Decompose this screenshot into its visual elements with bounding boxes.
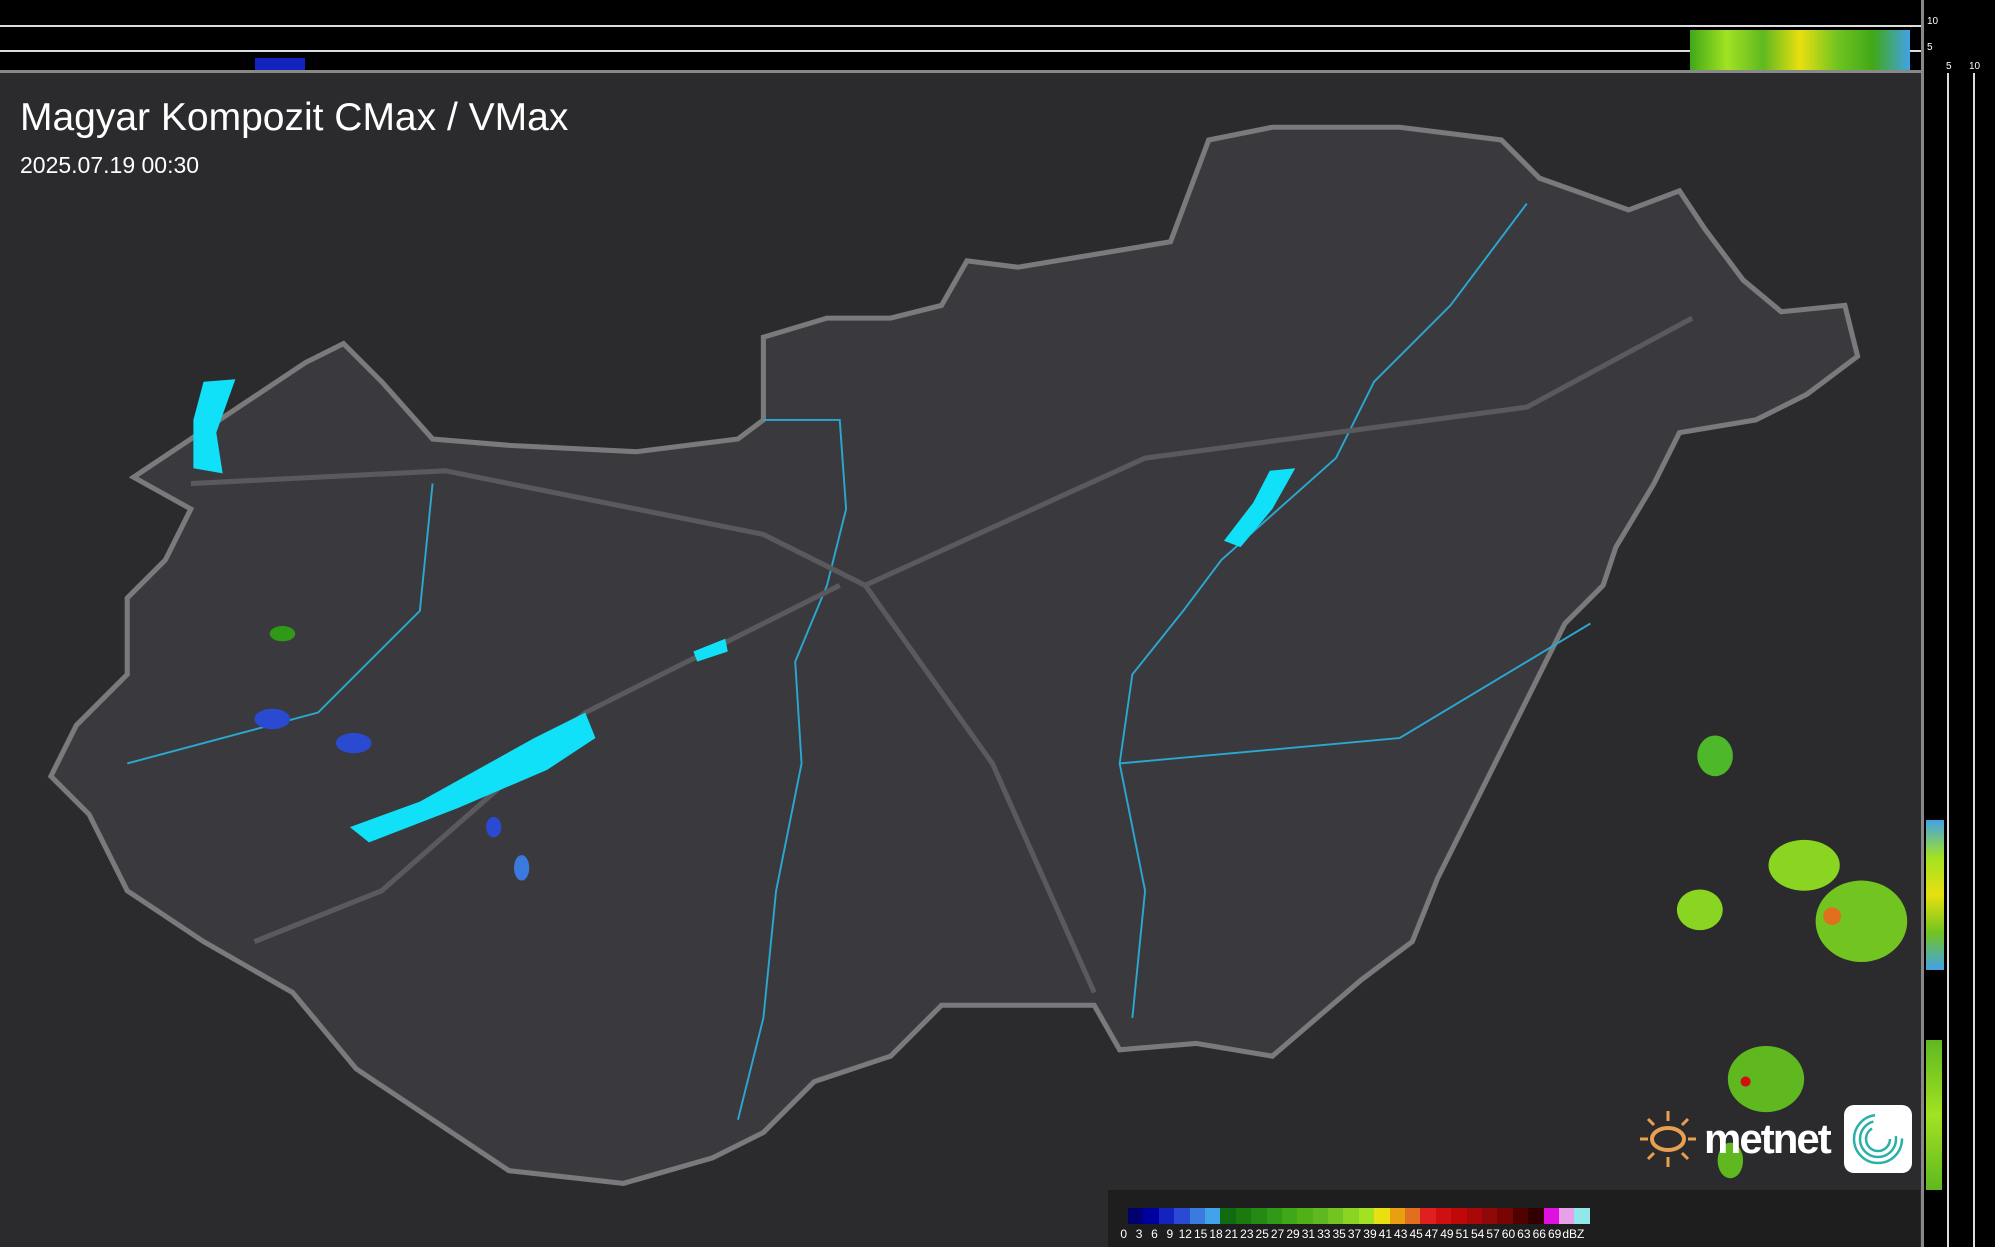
lakes <box>193 379 1296 843</box>
legend-swatch <box>1312 1208 1329 1224</box>
vertical-profile-panel: 10 5 5 10 <box>1921 0 1995 1247</box>
gridline-5km <box>1947 73 1949 1247</box>
lake-neusiedl <box>193 379 236 474</box>
legend-swatch <box>1328 1208 1344 1224</box>
legend-swatch <box>1420 1208 1436 1224</box>
lake-balaton <box>349 712 596 843</box>
lake-velence <box>693 638 728 662</box>
dbz-legend: 0 3 6 9 12 15 18 21 23 25 27 29 31 33 35 37 39 41 43 45 47 49… <box>1108 1190 1920 1247</box>
legend-swatch <box>1512 1208 1529 1224</box>
tick-label: 5 <box>1946 61 1952 72</box>
legend-label: 54 <box>1471 1227 1485 1241</box>
legend-swatch <box>1528 1208 1544 1224</box>
legend-label: 12 <box>1178 1227 1192 1241</box>
legend-swatch <box>1143 1208 1159 1224</box>
legend-label: 63 <box>1517 1227 1531 1241</box>
profile-echo <box>1690 30 1910 70</box>
horizontal-profile-panel <box>0 0 1921 73</box>
legend-label: 15 <box>1193 1227 1208 1241</box>
legend-label: 41 <box>1378 1227 1393 1241</box>
map-title: Magyar Kompozit CMax / VMax <box>20 96 569 139</box>
legend-label: 57 <box>1486 1227 1500 1241</box>
legend-swatch <box>1266 1208 1282 1224</box>
legend-label: 33 <box>1317 1227 1331 1241</box>
legend-swatch <box>1174 1208 1190 1224</box>
legend-label: 0 <box>1120 1227 1128 1241</box>
legend-label: 6 <box>1151 1227 1158 1241</box>
legend-label: 18 <box>1209 1227 1223 1241</box>
tick-label: 10 <box>1969 61 1981 72</box>
legend-label: 37 <box>1347 1227 1362 1241</box>
legend-swatch <box>1281 1208 1298 1224</box>
gridline-10km <box>1973 73 1975 1247</box>
legend-swatch <box>1358 1208 1375 1224</box>
legend-color-bar <box>1128 1208 1590 1224</box>
legend-label: 49 <box>1440 1227 1454 1241</box>
legend-swatch <box>1435 1208 1452 1224</box>
tick-label: 5 <box>1927 42 1933 53</box>
legend-swatch <box>1220 1208 1236 1224</box>
legend-label: 25 <box>1255 1227 1269 1241</box>
radar-echoes <box>254 626 1908 1179</box>
gridline-5km <box>0 50 1921 52</box>
legend-label: 3 <box>1135 1227 1143 1241</box>
rivers <box>126 203 1591 1120</box>
legend-label: 31 <box>1301 1227 1316 1241</box>
legend-labels: 0 3 6 9 12 15 18 21 23 25 27 29 31 33 35 37 39 41 43 45 47 49… <box>1116 1227 1585 1241</box>
legend-swatch <box>1481 1208 1498 1224</box>
metnet-logo: metnet <box>1638 1105 1912 1173</box>
metnet-wordmark: metnet <box>1704 1115 1832 1162</box>
legend-label: 9 <box>1166 1227 1174 1241</box>
profile-echo <box>1926 820 1944 970</box>
legend-label: 27 <box>1270 1227 1285 1241</box>
legend-label: 66 <box>1532 1227 1546 1241</box>
legend-label: 51 <box>1455 1227 1469 1241</box>
legend-label: 45 <box>1409 1227 1423 1241</box>
legend-swatch <box>1189 1208 1205 1224</box>
legend-label: 29 <box>1286 1227 1300 1241</box>
legend-label: 39 <box>1363 1227 1377 1241</box>
legend-label: 23 <box>1240 1227 1254 1241</box>
legend-label: 69 <box>1547 1227 1562 1241</box>
legend-swatch <box>1204 1208 1221 1224</box>
legend-swatch <box>1451 1208 1467 1224</box>
sun-icon <box>1640 1111 1696 1167</box>
legend-swatch <box>1158 1208 1175 1224</box>
legend-swatch <box>1389 1208 1406 1224</box>
legend-swatch <box>1374 1208 1390 1224</box>
legend-swatch <box>1251 1208 1267 1224</box>
profile-echo <box>255 58 305 70</box>
legend-label: 47 <box>1424 1227 1439 1241</box>
roads <box>190 315 1694 994</box>
legend-label: 35 <box>1332 1227 1346 1241</box>
lake-tisza <box>1223 468 1296 548</box>
legend-swatch <box>1466 1208 1482 1224</box>
swirl-icon[interactable] <box>1843 1105 1912 1173</box>
legend-swatch <box>1497 1208 1513 1224</box>
legend-swatch <box>1543 1208 1559 1224</box>
timestamp: 2025.07.19 00:30 <box>20 152 200 178</box>
legend-swatch <box>1405 1208 1421 1224</box>
profile-echo <box>1926 1040 1942 1190</box>
legend-label: 21 <box>1224 1227 1239 1241</box>
hungary-outline <box>47 124 1861 1186</box>
legend-label: 43 <box>1394 1227 1408 1241</box>
gridline-10km <box>0 25 1921 27</box>
tick-label: 10 <box>1927 16 1939 27</box>
legend-swatch <box>1128 1208 1144 1224</box>
legend-swatch <box>1343 1208 1359 1224</box>
legend-label: dBZ <box>1562 1227 1585 1241</box>
legend-swatch <box>1558 1208 1575 1224</box>
legend-swatch <box>1297 1208 1313 1224</box>
legend-swatch <box>1235 1208 1252 1224</box>
legend-swatch <box>1574 1208 1590 1224</box>
legend-label: 60 <box>1501 1227 1516 1241</box>
